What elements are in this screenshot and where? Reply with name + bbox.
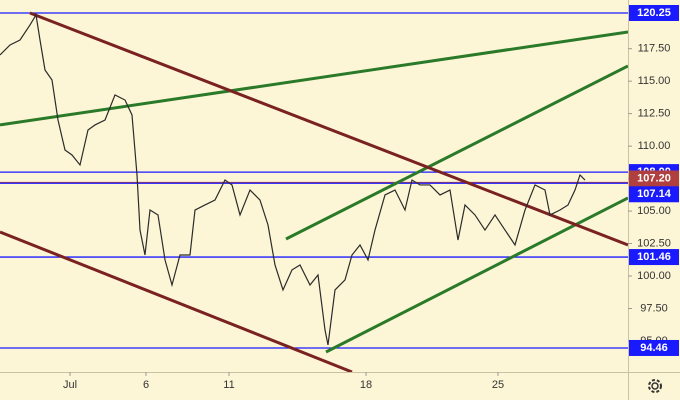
settings-icon[interactable] <box>648 379 662 393</box>
y-tick-label: 105.00 <box>637 205 671 217</box>
y-tick-label: 115.00 <box>638 75 671 87</box>
level-label: 94.46 <box>640 342 668 354</box>
x-tick-label: 18 <box>360 379 372 391</box>
x-tick-label: 11 <box>223 379 234 391</box>
plot <box>0 11 628 372</box>
level-label-box <box>629 4 679 21</box>
trend-line <box>0 230 353 372</box>
y-tick-label: 97.50 <box>640 302 668 314</box>
y-tick-label: 100.00 <box>637 270 671 282</box>
price-line <box>0 13 586 346</box>
x-tick-label: 25 <box>492 379 504 391</box>
level-label-box <box>629 339 679 356</box>
trend-line <box>0 30 628 127</box>
level-label: 120.25 <box>637 7 671 19</box>
y-tick-label: 102.50 <box>637 237 671 249</box>
x-tick-label: Jul <box>63 379 77 391</box>
x-tick-label: 6 <box>143 379 149 391</box>
trend-line <box>29 11 628 247</box>
level-label-box <box>629 186 679 203</box>
y-tick-label: 117.50 <box>638 43 671 55</box>
y-tick-label: 110.00 <box>638 140 671 152</box>
gear <box>648 379 662 393</box>
level-label: 101.46 <box>637 251 671 263</box>
trend-line <box>325 196 628 354</box>
level-label: 107.14 <box>637 188 672 200</box>
trend-line <box>285 64 628 241</box>
level-label: 107.20 <box>637 172 671 184</box>
y-tick-label: 112.50 <box>638 108 671 120</box>
level-label-box <box>629 249 679 266</box>
level-label-box <box>629 170 679 187</box>
gear-hub <box>651 382 659 390</box>
